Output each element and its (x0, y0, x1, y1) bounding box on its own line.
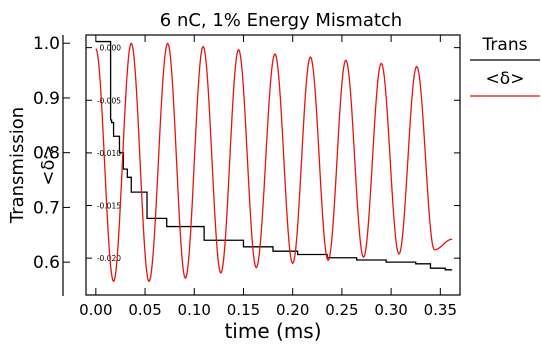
left-axis-tick-label: 0.8 (33, 144, 60, 164)
inner-axis-tick-label: -0.015 (97, 202, 121, 211)
x-axis-tick-label: 0.00 (79, 301, 112, 319)
inner-axis-tick-label: -0.010 (97, 149, 121, 158)
series-layer (95, 40, 453, 283)
y-axis-label-delta: <δ> (38, 144, 59, 185)
x-axis-tick-label: 0.20 (276, 301, 309, 319)
x-axis-label: time (ms) (224, 319, 321, 343)
x-axis-tick-label: 0.05 (128, 301, 161, 319)
plot-frame (85, 34, 461, 296)
left-axis-tick-label: 0.7 (33, 198, 60, 218)
x-axis: 0.00 0.05 0.10 0.15 0.20 0.25 0.30 0.35 (79, 35, 457, 319)
left-axis-tick-label: 0.9 (33, 89, 60, 109)
y-axis-label-transmission: Transmission (7, 107, 28, 224)
series-line-transmission (95, 40, 453, 271)
x-axis-tick-label: 0.30 (374, 301, 407, 319)
inner-axis-tick-label: -0.020 (97, 254, 121, 263)
x-axis-tick-label: 0.10 (178, 301, 211, 319)
x-axis-tick-label: 0.15 (227, 301, 260, 319)
legend-label-trans: Trans (482, 35, 528, 55)
series-line-delta (95, 42, 453, 283)
inner-axis: 0.000-0.005-0.010-0.015-0.020 (86, 44, 460, 263)
legend-label-delta: <δ> (486, 69, 525, 89)
left-axis: 1.0 0.9 0.8 0.7 0.6 (33, 34, 70, 273)
left-axis-tick-label: 1.0 (33, 34, 60, 54)
x-axis-tick-label: 0.25 (325, 301, 358, 319)
chart-title: 6 nC, 1% Energy Mismatch (160, 10, 402, 31)
x-axis-tick-label: 0.35 (424, 301, 457, 319)
left-axis-tick-label: 0.6 (33, 253, 60, 273)
legend: Trans <δ> (470, 35, 540, 97)
inner-axis-tick-label: -0.005 (97, 96, 121, 105)
